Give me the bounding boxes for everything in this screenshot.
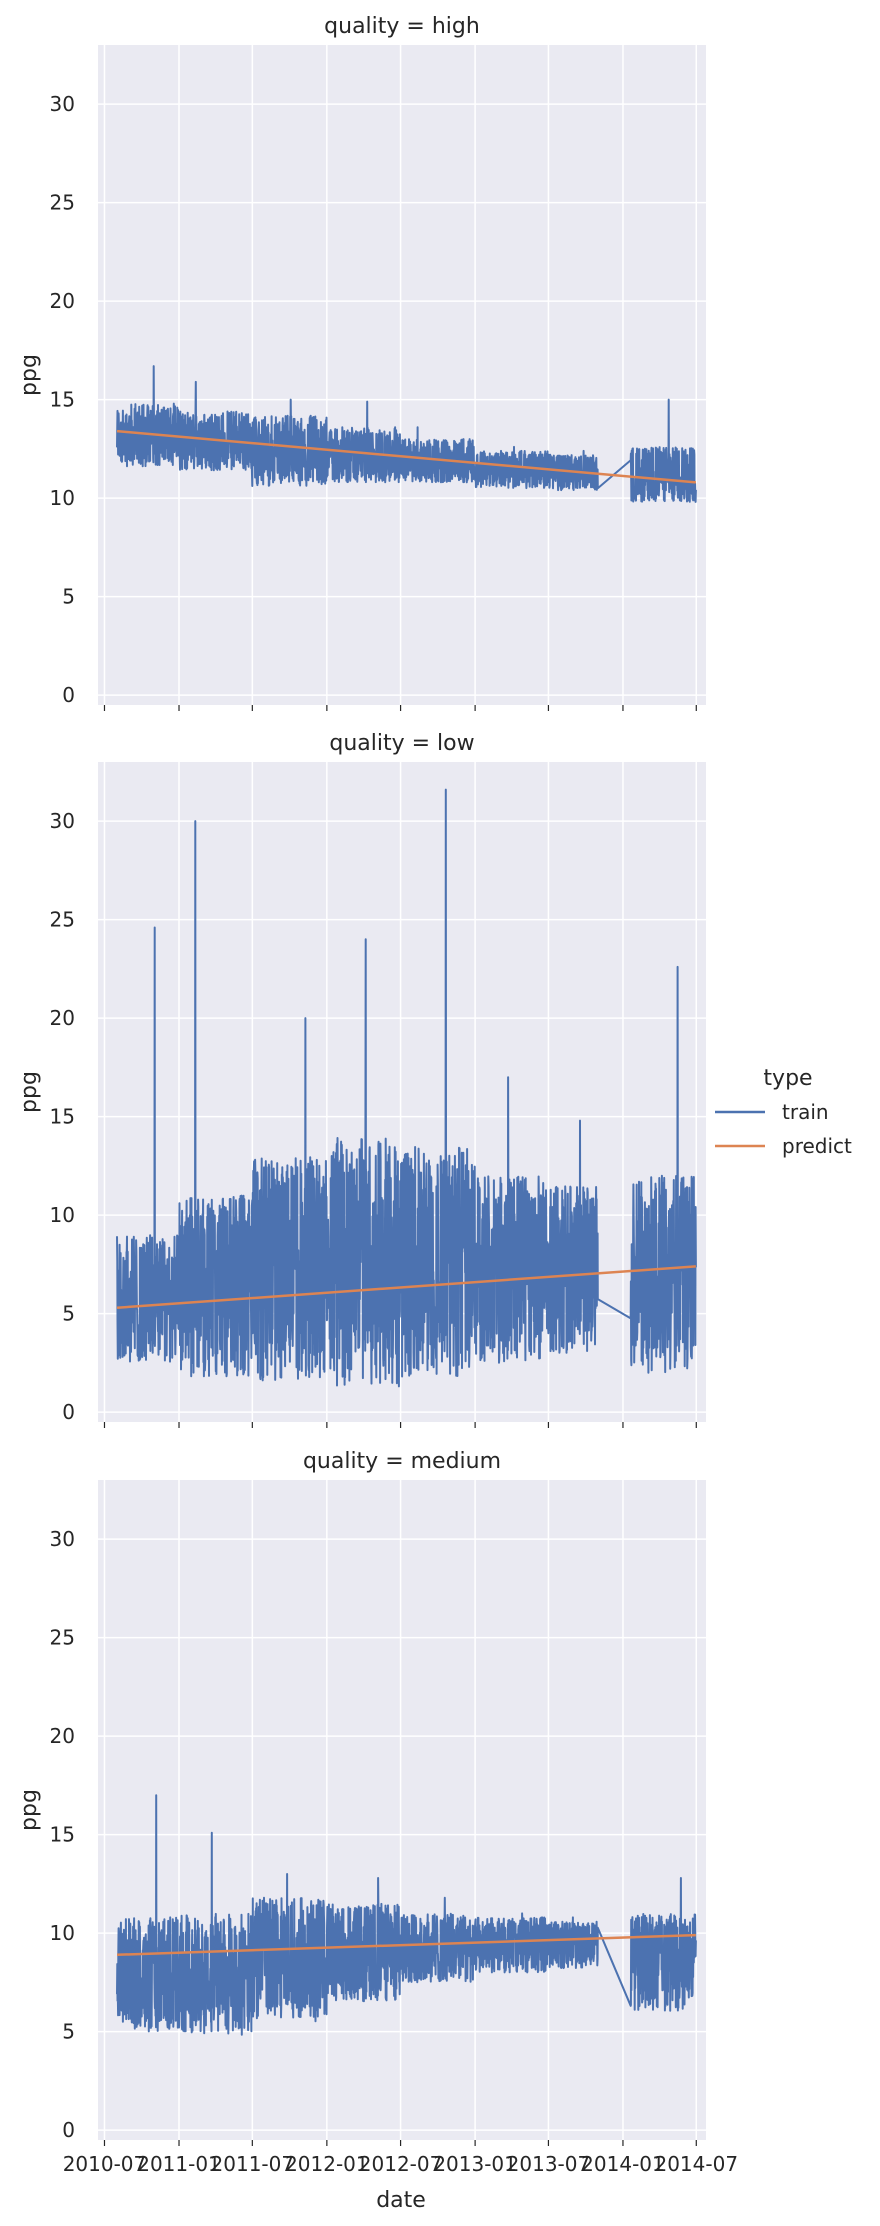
x-tick-label: 2011-01	[137, 2152, 221, 2176]
panel-title: quality = low	[329, 731, 474, 756]
y-tick-label: 0	[62, 1400, 75, 1424]
panel-background	[98, 1480, 706, 2140]
train-series-line	[116, 788, 697, 1388]
legend-title: type	[763, 1066, 812, 1091]
legend-train-label: train	[782, 1100, 829, 1124]
y-tick-label: 10	[50, 1203, 75, 1227]
x-tick-label: 2012-01	[285, 2152, 369, 2176]
y-tick-label: 10	[50, 486, 75, 510]
x-tick-label: 2011-07	[211, 2152, 295, 2176]
x-tick-label: 2013-01	[433, 2152, 517, 2176]
x-tick-label: 2014-01	[581, 2152, 665, 2176]
y-tick-label: 20	[50, 289, 75, 313]
panel-2: quality = low 0 5 10 15 20 25 30 ppg	[17, 731, 706, 1428]
predict-series-line	[116, 1933, 696, 1957]
x-axis-label: date	[376, 2188, 426, 2213]
y-tick-label: 20	[50, 1006, 75, 1030]
y-tick-label: 5	[62, 1302, 75, 1326]
y-tick-label: 30	[50, 809, 75, 833]
y-tick-label: 20	[50, 1724, 75, 1748]
y-tick-label: 10	[50, 1921, 75, 1945]
y-tick-label: 15	[50, 388, 75, 412]
legend: type train predict	[715, 1066, 852, 1158]
y-tick-label: 15	[50, 1105, 75, 1129]
x-tick-label: 2010-07	[63, 2152, 147, 2176]
panel-title: quality = medium	[303, 1449, 501, 1474]
x-tick-label: 2014-07	[654, 2152, 738, 2176]
y-tick-label: 30	[50, 92, 75, 116]
x-tick-label: 2012-07	[359, 2152, 443, 2176]
legend-predict-label: predict	[782, 1134, 852, 1158]
y-axis-label: ppg	[17, 1071, 42, 1113]
y-axis-label: ppg	[17, 1789, 42, 1831]
x-tick-label: 2013-07	[507, 2152, 591, 2176]
train-series-line	[116, 365, 697, 503]
y-tick-label: 0	[62, 683, 75, 707]
panel-1: quality = high 0 5 10 15 20 25 30 ppg	[17, 14, 706, 711]
panel-title: quality = high	[324, 14, 480, 39]
y-tick-label: 25	[50, 1626, 75, 1650]
predict-series-line	[116, 1265, 696, 1309]
y-tick-label: 15	[50, 1823, 75, 1847]
predict-series-line	[116, 429, 696, 484]
y-tick-label: 25	[50, 191, 75, 215]
y-tick-label: 0	[62, 2118, 75, 2142]
panel-3: quality = medium0510152025302010-072011-…	[17, 1449, 738, 2176]
panel-background	[98, 45, 706, 705]
y-axis-label: ppg	[17, 354, 42, 396]
y-tick-label: 5	[62, 585, 75, 609]
y-tick-label: 5	[62, 2020, 75, 2044]
y-tick-label: 30	[50, 1527, 75, 1551]
y-tick-label: 25	[50, 908, 75, 932]
